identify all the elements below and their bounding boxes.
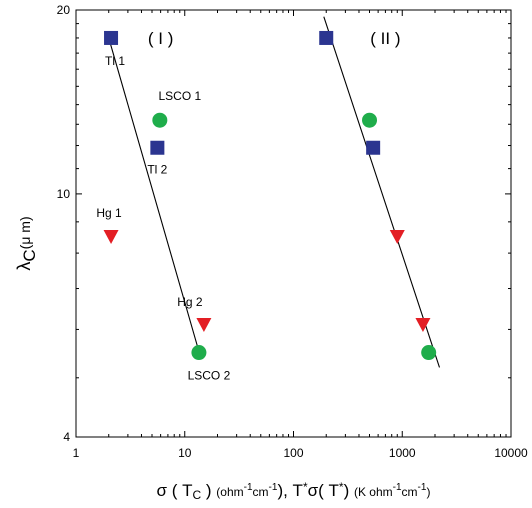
x-tick-label: 100 (283, 446, 303, 460)
tick-labels: 1 10 100 1000 10000 4 10 20 (57, 3, 528, 460)
fit-line-II (323, 16, 441, 368)
data-point-triangle (389, 230, 405, 245)
panel-label: ( I ) (148, 29, 174, 48)
x-axis-title: σ ( TC ) (ohm-1cm-1), T*σ( T*) (K ohm-1c… (157, 480, 431, 502)
data-points (103, 30, 437, 361)
data-point-circle (191, 345, 207, 361)
x-tick-label: 1 (73, 446, 80, 460)
point-label: LSCO 1 (158, 89, 201, 103)
x-tick-label: 10 (178, 446, 192, 460)
data-point-square (319, 30, 334, 45)
data-point-square (104, 30, 119, 45)
point-label: LSCO 2 (188, 369, 231, 383)
y-axis-title: λC(μ m) (14, 216, 39, 270)
data-point-circle (152, 112, 168, 128)
axis-titles: σ ( TC ) (ohm-1cm-1), T*σ( T*) (K ohm-1c… (14, 216, 430, 502)
point-label: Hg 2 (177, 295, 203, 309)
plot-axes (75, 9, 512, 438)
y-tick-label: 4 (63, 430, 70, 444)
data-point-triangle (415, 318, 431, 333)
data-point-circle (362, 112, 378, 128)
point-label: Hg 1 (96, 206, 122, 220)
point-label: Tl 2 (147, 163, 167, 177)
x-tick-label: 1000 (389, 446, 416, 460)
panel-label: ( II ) (370, 29, 400, 48)
data-point-triangle (103, 230, 119, 245)
point-labels: Tl 1 LSCO 1 Tl 2 Hg 1 Hg 2 LSCO 2 ( I ) ( II ) (96, 29, 400, 383)
data-point-square (366, 140, 381, 155)
fit-line-I (108, 37, 199, 348)
x-tick-label: 10000 (494, 446, 528, 460)
data-point-circle (421, 345, 437, 361)
data-point-triangle (196, 318, 212, 333)
plot-frame (75, 9, 512, 438)
y-tick-label: 20 (57, 3, 71, 17)
fit-lines (108, 16, 441, 368)
data-point-square (150, 140, 165, 155)
point-label: Tl 1 (105, 54, 125, 68)
y-tick-label: 10 (57, 187, 71, 201)
